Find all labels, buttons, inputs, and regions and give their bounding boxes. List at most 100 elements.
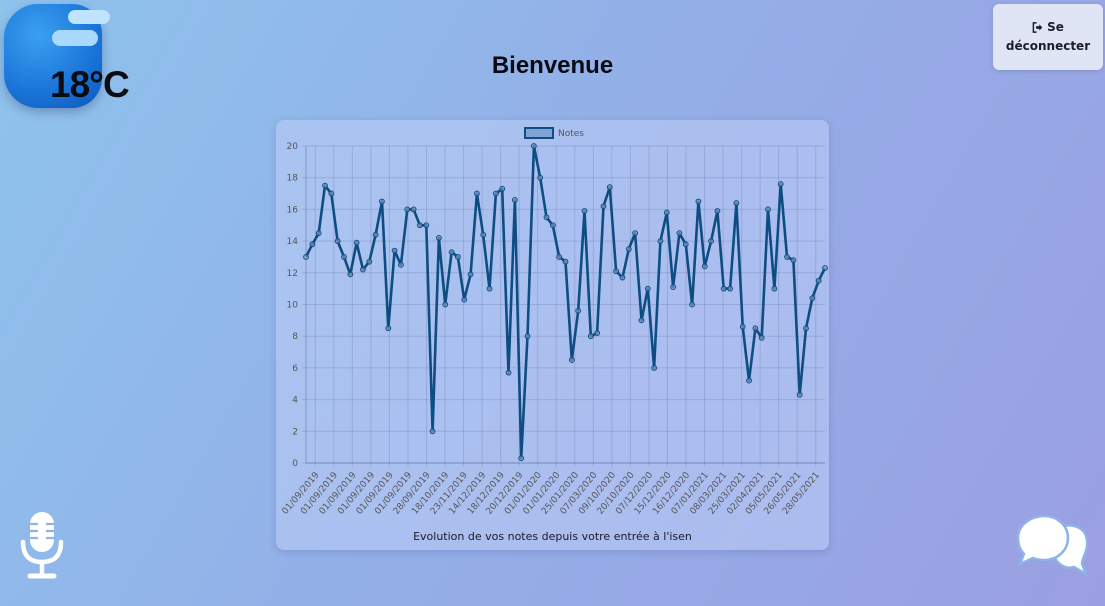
weather-widget: 18°C: [4, 4, 144, 114]
series-line: [304, 144, 827, 460]
data-point: [771, 285, 778, 292]
legend-swatch: [524, 127, 554, 139]
y-tick-label: 16: [287, 205, 299, 215]
data-point: [606, 184, 613, 191]
data-point: [530, 143, 537, 149]
data-point: [651, 365, 658, 371]
data-point: [733, 200, 740, 206]
data-point: [720, 285, 727, 292]
data-point: [714, 208, 721, 214]
data-point: [524, 333, 531, 340]
data-point: [429, 428, 436, 435]
microphone-icon[interactable]: [18, 510, 66, 582]
logout-button[interactable]: Se déconnecter: [993, 4, 1103, 70]
data-point: [543, 214, 550, 221]
y-tick-label: 10: [287, 301, 299, 311]
data-point: [562, 258, 569, 265]
data-point: [752, 325, 759, 332]
data-point: [682, 241, 689, 248]
legend-label: Notes: [558, 129, 584, 139]
data-point: [423, 222, 430, 229]
y-tick-label: 18: [287, 174, 299, 184]
data-point: [657, 238, 664, 244]
data-point: [695, 198, 702, 205]
data-point: [632, 230, 639, 237]
data-point: [556, 254, 563, 260]
data-point: [347, 271, 354, 278]
data-point: [625, 246, 632, 252]
data-point: [315, 230, 322, 237]
data-point: [594, 330, 601, 336]
data-point: [822, 265, 828, 271]
data-point: [613, 268, 620, 275]
sign-out-icon: [1032, 22, 1043, 33]
data-point: [809, 295, 816, 302]
data-point: [803, 325, 809, 332]
data-point: [379, 198, 385, 205]
data-point: [600, 203, 607, 210]
data-point: [701, 263, 708, 270]
data-point: [739, 323, 746, 330]
logout-label-line2: déconnecter: [1005, 39, 1091, 53]
data-point: [492, 190, 499, 197]
data-point: [334, 238, 341, 244]
y-tick-label: 14: [287, 237, 299, 247]
data-point: [670, 284, 676, 290]
data-point: [689, 301, 695, 308]
data-point: [372, 231, 379, 238]
data-point: [619, 274, 626, 281]
y-tick-label: 12: [287, 269, 298, 279]
data-point: [790, 257, 797, 264]
data-point: [410, 206, 417, 213]
page-title: Bienvenue: [491, 52, 614, 79]
y-tick-label: 2: [292, 427, 298, 437]
data-point: [341, 254, 347, 260]
chart-card: 0 2 4 6 8 10 12 14 16 18 20 01/09/2019 01/09/2019 01/…: [276, 120, 829, 550]
data-point: [815, 277, 822, 284]
y-tick-label: 20: [287, 142, 299, 152]
data-point: [480, 231, 487, 238]
data-point: [353, 239, 360, 246]
data-point: [708, 238, 714, 244]
data-point: [505, 369, 512, 376]
data-point: [765, 206, 771, 213]
logout-label-line1: Se: [1047, 20, 1064, 34]
data-point: [676, 230, 683, 237]
cloud-weather-icon-bar: [52, 30, 98, 46]
chat-bubbles-icon[interactable]: [1014, 514, 1088, 578]
data-point: [322, 182, 328, 189]
temperature-value: 18°C: [50, 64, 130, 105]
data-point: [398, 261, 404, 268]
data-point: [309, 241, 316, 248]
data-point: [448, 249, 455, 256]
y-tick-label: 4: [292, 396, 298, 406]
y-tick-label: 0: [292, 459, 298, 469]
data-point: [404, 206, 411, 213]
data-point: [587, 333, 594, 340]
data-point: [796, 391, 803, 398]
data-point: [727, 285, 733, 292]
data-point: [366, 258, 373, 265]
data-point: [644, 285, 651, 292]
data-point: [442, 301, 449, 308]
data-point: [511, 196, 518, 203]
data-point: [328, 190, 335, 197]
y-tick-label: 8: [292, 332, 298, 342]
data-point: [417, 222, 423, 229]
data-point: [360, 266, 366, 273]
data-point: [575, 307, 582, 314]
data-point: [758, 334, 765, 341]
cloud-weather-icon-bar: [68, 10, 110, 24]
data-point: [638, 317, 645, 324]
data-point: [461, 296, 468, 303]
data-point: [663, 209, 670, 216]
data-point: [391, 247, 398, 254]
data-point: [784, 254, 790, 260]
data-point: [549, 222, 556, 229]
data-point: [473, 190, 480, 197]
data-point: [518, 455, 525, 462]
data-point: [537, 174, 544, 181]
data-point: [499, 185, 506, 192]
data-point: [568, 357, 575, 363]
data-point: [467, 271, 474, 278]
